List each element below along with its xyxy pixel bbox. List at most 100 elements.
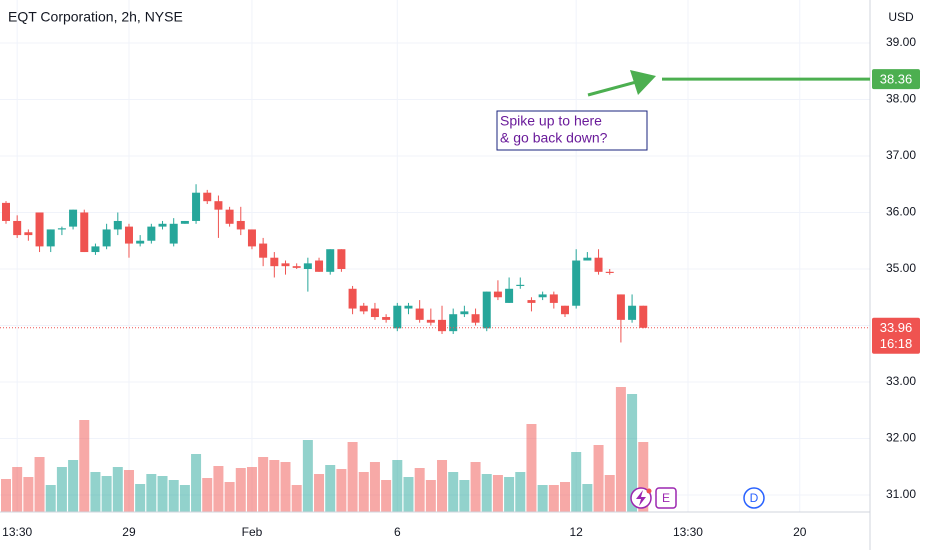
- event-earnings[interactable]: [655, 487, 677, 509]
- last-price-box: [872, 317, 920, 354]
- volume-bar: [45, 485, 56, 512]
- volume-bar: [392, 460, 403, 512]
- volume-bar: [202, 478, 213, 512]
- candle-body: [147, 226, 156, 241]
- candle-body: [169, 223, 178, 244]
- volume-bar: [347, 442, 358, 512]
- y-tick-label: 36.00: [886, 205, 916, 219]
- candle-body: [583, 257, 592, 261]
- volume-bar: [481, 474, 492, 512]
- volume-bar: [314, 474, 325, 512]
- volume-bar: [213, 466, 224, 512]
- event-lightning[interactable]: [630, 487, 652, 509]
- arrow: [587, 70, 656, 97]
- volume-bar: [627, 394, 638, 512]
- volume-bar: [68, 460, 79, 512]
- candle-body: [449, 314, 458, 332]
- volume-bar: [191, 454, 202, 512]
- volume-bar: [593, 445, 604, 512]
- candle-body: [303, 263, 312, 269]
- volume-bar: [235, 468, 246, 512]
- countdown: 16:18: [880, 336, 913, 351]
- candle-body: [91, 246, 100, 253]
- volume-bar: [571, 452, 582, 512]
- volume-bar: [56, 467, 67, 512]
- candle-body: [628, 305, 637, 320]
- currency[interactable]: USD: [888, 10, 914, 24]
- candle-body: [505, 288, 514, 303]
- candle-body: [225, 209, 234, 224]
- volume-bar: [425, 480, 436, 512]
- candle-body: [113, 220, 122, 230]
- candle-body: [561, 305, 569, 315]
- candle-body: [493, 291, 502, 298]
- volume-bar: [325, 465, 336, 512]
- y-tick-label: 38.00: [886, 92, 916, 106]
- candle-body: [438, 319, 447, 332]
- volume-bar: [123, 470, 134, 512]
- y-tick-label: 31.00: [886, 487, 916, 501]
- annotation: Spike up to here & go back down?: [496, 110, 648, 151]
- candle-body: [426, 319, 435, 323]
- candle-body: [616, 294, 625, 320]
- volume-bar: [258, 457, 269, 512]
- event-dividend: [743, 487, 765, 509]
- annotation-line: Spike up to here: [500, 113, 602, 129]
- volume-bar: [459, 480, 470, 512]
- volume-bar: [448, 472, 459, 512]
- candle-body: [337, 249, 346, 269]
- candle-body: [281, 263, 290, 267]
- y-tick-label: 37.00: [886, 148, 916, 162]
- candle-body: [259, 243, 268, 258]
- volume-bar: [112, 467, 123, 512]
- candle-body: [348, 288, 357, 309]
- chart-title: EQT Corporation, 2h, NYSE: [8, 9, 183, 25]
- volume-bar: [504, 477, 515, 512]
- y-tick-label: 33.00: [886, 374, 916, 388]
- y-tick-label: 35.00: [886, 261, 916, 275]
- volume-bar: [548, 485, 559, 512]
- candle-body: [594, 257, 603, 272]
- volume-bar: [369, 462, 380, 512]
- candle-body: [460, 311, 469, 315]
- candle-body: [370, 308, 379, 318]
- volume-bar: [269, 460, 280, 512]
- x-tick-label: 12: [570, 525, 584, 539]
- volume-bar: [146, 474, 157, 512]
- volume-bar: [101, 476, 112, 512]
- volume-bar: [168, 480, 179, 512]
- volume-bar: [537, 485, 548, 512]
- event-dividend-label: D: [750, 491, 759, 505]
- y-tick-label: 39.00: [886, 35, 916, 49]
- candle-body: [2, 202, 10, 221]
- volume-bar: [157, 476, 168, 512]
- candle-body: [270, 257, 279, 267]
- volume-bar: [492, 475, 503, 512]
- candles: [2, 184, 648, 343]
- event-earnings-label: E: [662, 491, 670, 505]
- candle-body: [482, 291, 491, 329]
- candle-body: [214, 201, 223, 210]
- candle-body: [46, 229, 55, 247]
- volume-bar: [79, 420, 90, 512]
- x-tick-label: 6: [394, 525, 401, 539]
- candle-body: [639, 305, 648, 328]
- candle-body: [24, 232, 33, 236]
- volume-bar: [582, 484, 593, 512]
- volume-bar: [23, 477, 34, 512]
- candle-body: [549, 294, 558, 303]
- volume-bar: [90, 472, 101, 512]
- candle-body: [516, 284, 525, 286]
- candle-body: [538, 294, 547, 298]
- volume-bar: [336, 469, 347, 512]
- x-tick-label: Feb: [242, 525, 263, 539]
- candle-body: [203, 192, 212, 202]
- x-tick-label: 13:30: [673, 525, 703, 539]
- volume-bar: [135, 484, 146, 512]
- candle-body: [326, 249, 335, 272]
- volume-bar: [12, 467, 23, 512]
- candle-body: [292, 266, 301, 268]
- volume-bar: [604, 475, 615, 512]
- candle-body: [192, 192, 201, 221]
